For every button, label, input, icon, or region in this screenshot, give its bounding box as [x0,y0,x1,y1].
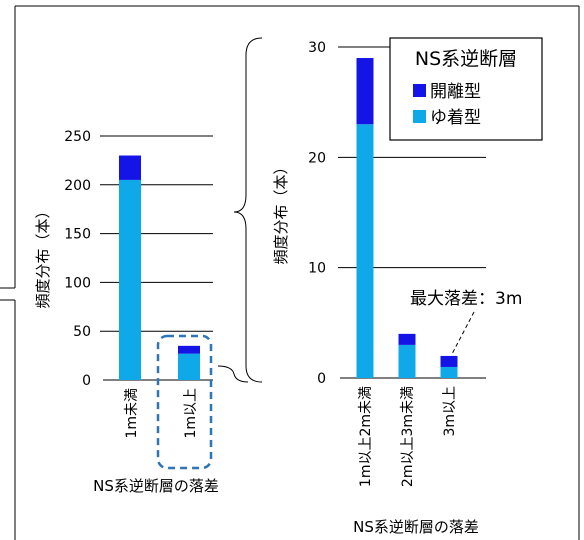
left-y-tick-label: 250 [64,129,91,145]
left-category-labels: 1m未満 1m以上 [124,388,199,439]
right-bar-detached-2 [440,355,458,367]
legend-title: NS系逆断層 [415,48,517,70]
left-y-tick-label: 50 [73,324,91,340]
zoom-brackets [217,37,263,383]
right-category-labels: 1m以上2m未満 2m以上3m未満 3m以上 [358,386,458,487]
right-y-tick-label: 10 [308,261,326,277]
annotation-leader-line [451,311,475,355]
right-y-tick-label: 20 [308,150,326,166]
legend-swatch-detached [413,84,426,97]
legend-label-adhesive: ゆ着型 [430,108,481,128]
max-offset-annotation: 最大落差：3m [410,289,522,309]
left-y-tick-label: 0 [82,373,91,389]
left-bar-detached-1 [178,345,200,354]
right-bar-adhesive-2 [440,366,458,378]
left-bars [119,155,200,380]
right-bars [356,58,458,378]
left-y-tick-label: 100 [64,275,91,291]
right-bar-detached-0 [356,58,374,125]
legend-swatch-adhesive [413,110,426,123]
right-category-label: 1m以上2m未満 [358,386,374,487]
legend-label-detached: 開離型 [430,82,481,102]
right-bar-adhesive-0 [356,124,374,378]
left-bar-adhesive-1 [178,353,200,380]
chart-right: 0 10 20 30 1m以上2m未満 2m以上3m未満 3m以上 頻度分布（本） NS系… [272,37,543,536]
left-bar-detached-0 [119,155,141,180]
right-category-label: 2m以上3m未満 [400,386,416,487]
bracket-tail [217,365,249,383]
left-gridlines [100,135,213,381]
right-bar-detached-1 [398,333,416,345]
right-category-label: 3m以上 [442,386,458,437]
left-y-axis-title: 頻度分布（本） [34,203,52,308]
right-y-tick-label: 0 [317,371,326,387]
left-category-label: 1m以上 [183,388,199,439]
right-y-axis-title: 頻度分布（本） [272,159,290,264]
right-y-tick-label: 30 [308,40,326,56]
left-y-tick-label: 200 [64,178,91,194]
legend: NS系逆断層 開離型 ゆ着型 [389,37,543,141]
left-bar-adhesive-0 [119,179,141,380]
right-x-axis-title: NS系逆断層の落差 [353,518,479,536]
frame [0,5,580,540]
left-category-label: 1m未満 [124,388,140,439]
highlight-box [156,334,213,470]
left-y-ticks: 0 50 100 150 200 250 [64,129,91,389]
left-x-axis-title: NS系逆断層の落差 [93,477,219,495]
chart-left: 0 50 100 150 200 250 1m未満 1m以上 頻度分布（本） NS系逆断層の… [34,129,219,495]
bracket-left [233,37,263,383]
right-y-ticks: 0 10 20 30 [308,40,326,387]
right-bar-adhesive-1 [398,344,416,378]
left-y-tick-label: 150 [64,227,91,243]
